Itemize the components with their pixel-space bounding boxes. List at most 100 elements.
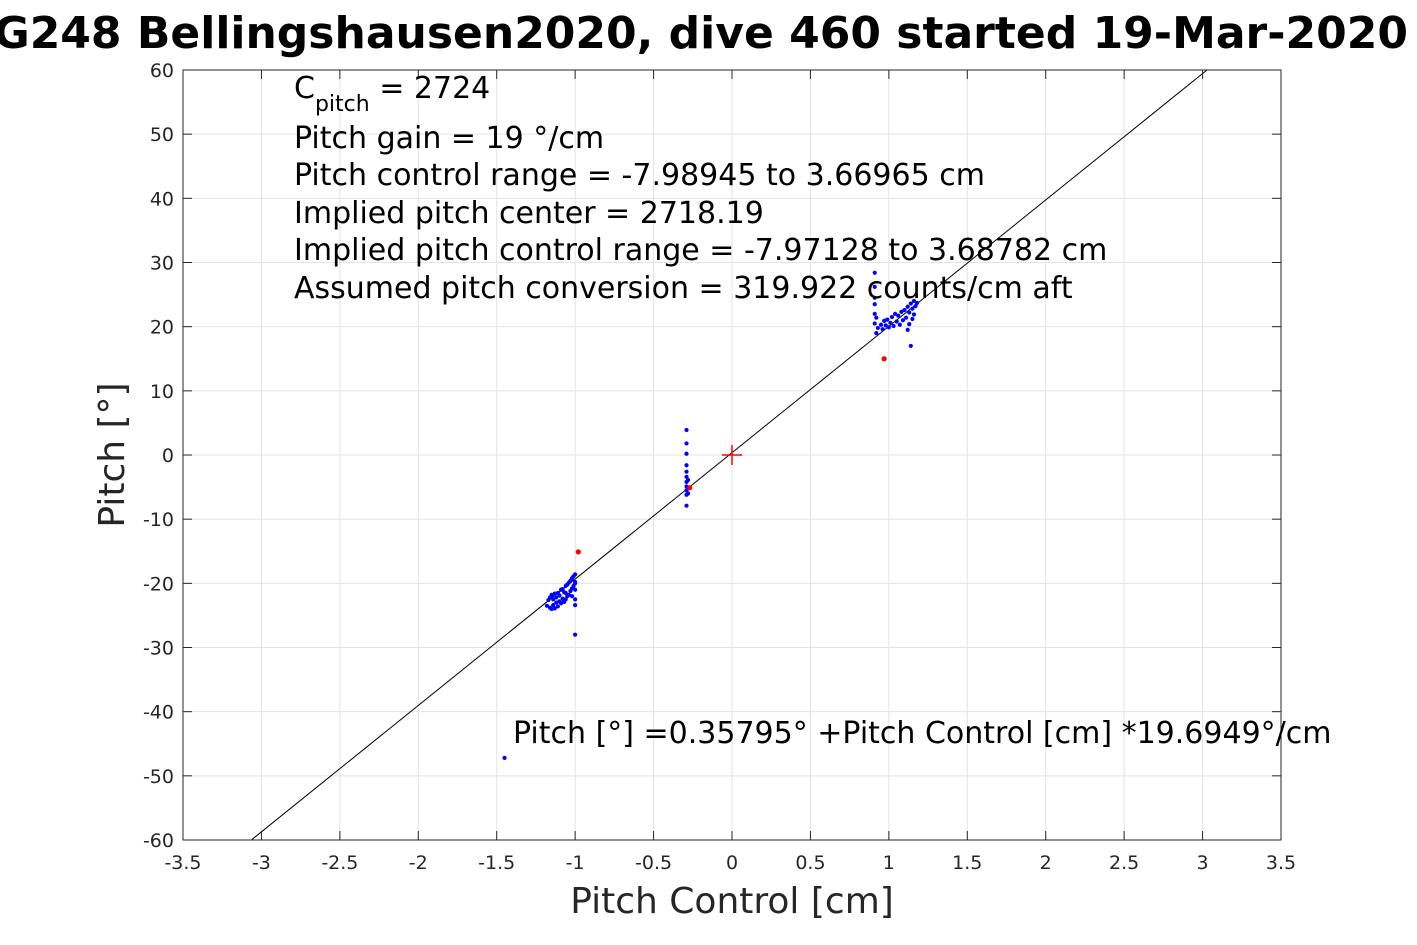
data-point [684, 463, 689, 468]
y-tick-label: -10 [143, 509, 174, 531]
data-point [910, 316, 915, 322]
data-point [910, 306, 915, 311]
data-point [896, 313, 901, 318]
data-point [900, 318, 906, 323]
x-tick-label: 2.5 [1109, 852, 1139, 874]
data-point [889, 314, 895, 320]
data-point [907, 310, 912, 315]
data-point [891, 323, 896, 329]
data-point [907, 322, 912, 327]
y-tick-label: -50 [143, 766, 174, 788]
c-pitch-base: C [294, 71, 315, 106]
data-point [882, 318, 887, 323]
data-point [573, 572, 578, 577]
data-point [555, 604, 560, 609]
data-point [549, 592, 554, 597]
data-point [872, 295, 877, 300]
y-tick-label: 60 [150, 60, 174, 82]
x-tick-label: 1.5 [952, 852, 982, 874]
data-point [914, 300, 920, 306]
c-pitch-subscript: pitch [315, 92, 370, 117]
outlier-point [575, 549, 581, 555]
x-tick-label: -2 [409, 852, 428, 874]
data-point [551, 597, 556, 602]
x-tick-label: 0 [726, 852, 738, 874]
data-point [878, 322, 884, 327]
x-tick-label: -1.5 [478, 852, 515, 874]
y-tick-label: 40 [150, 188, 174, 210]
data-point [563, 597, 568, 602]
y-tick-label: -40 [143, 702, 174, 724]
data-point [573, 587, 578, 592]
x-axis-label: Pitch Control [cm] [570, 881, 894, 922]
data-point [905, 327, 910, 332]
data-point [899, 309, 904, 315]
data-point [902, 307, 907, 313]
data-point [573, 632, 578, 637]
annotation-implied-range: Implied pitch control range = -7.97128 t… [294, 233, 1107, 268]
data-point [875, 325, 880, 331]
data-points [502, 270, 920, 760]
x-tick-label: 0.5 [795, 852, 825, 874]
data-point [573, 603, 578, 608]
c-pitch-value: = 2724 [370, 71, 491, 106]
data-point [872, 321, 877, 326]
y-tick-label: -20 [143, 573, 174, 595]
annotation-assumed-conversion: Assumed pitch conversion = 319.922 count… [294, 271, 1073, 306]
y-axis-ticks: 60 50 40 30 20 10 0 -10 -20 -30 -40 -50 -60 [143, 60, 1281, 852]
data-point [552, 606, 557, 611]
x-tick-label: 1 [883, 852, 895, 874]
data-point [905, 304, 910, 309]
data-point [684, 474, 689, 479]
y-tick-label: 0 [162, 445, 174, 467]
data-point [558, 601, 564, 606]
data-point [685, 491, 691, 496]
data-point [549, 606, 554, 612]
outlier-point [881, 356, 887, 362]
data-point [684, 469, 689, 474]
data-point [502, 755, 507, 760]
data-point [897, 322, 902, 327]
data-point [554, 595, 559, 600]
x-tick-label: 3 [1197, 852, 1209, 874]
center-marker-layer [722, 445, 742, 465]
data-point [573, 581, 578, 586]
data-point [883, 323, 888, 328]
data-point [872, 311, 877, 316]
data-point [885, 317, 890, 322]
data-point [872, 270, 877, 275]
data-point [544, 603, 550, 608]
data-point [552, 591, 557, 596]
data-point [685, 477, 691, 483]
x-tick-label: -1 [566, 852, 585, 874]
data-point [563, 590, 568, 596]
y-tick-label: 30 [150, 253, 174, 275]
y-tick-label: 10 [150, 381, 174, 403]
data-point [566, 592, 571, 597]
data-point [557, 593, 562, 598]
data-point [569, 594, 575, 599]
data-point [551, 603, 556, 608]
x-tick-label: -3 [252, 852, 271, 874]
annotation-pitch-gain: Pitch gain = 19 °/cm [294, 121, 604, 156]
y-tick-label: 20 [150, 317, 174, 339]
data-point [874, 315, 879, 320]
data-point [911, 298, 917, 304]
data-point [893, 311, 898, 316]
data-point [684, 503, 689, 508]
data-point [872, 302, 877, 307]
data-point [554, 600, 559, 605]
x-axis-ticks: -3.5 -3 -2.5 -2 -1.5 -1 -0.5 0 0.5 1 1.5 2 2.5 3 3.5 [164, 70, 1296, 874]
annotation-c-pitch: Cpitch = 2724 [294, 71, 490, 117]
data-point [888, 320, 893, 325]
x-tick-label: 2 [1040, 852, 1052, 874]
data-point [880, 327, 885, 332]
data-point [904, 315, 909, 320]
annotation-fit-equation: Pitch [°] =0.35795° +Pitch Control [cm] … [513, 716, 1331, 751]
y-tick-label: -30 [143, 638, 174, 660]
data-point [684, 427, 689, 433]
x-tick-label: -3.5 [164, 852, 201, 874]
data-point [560, 587, 565, 592]
data-point [911, 312, 917, 317]
